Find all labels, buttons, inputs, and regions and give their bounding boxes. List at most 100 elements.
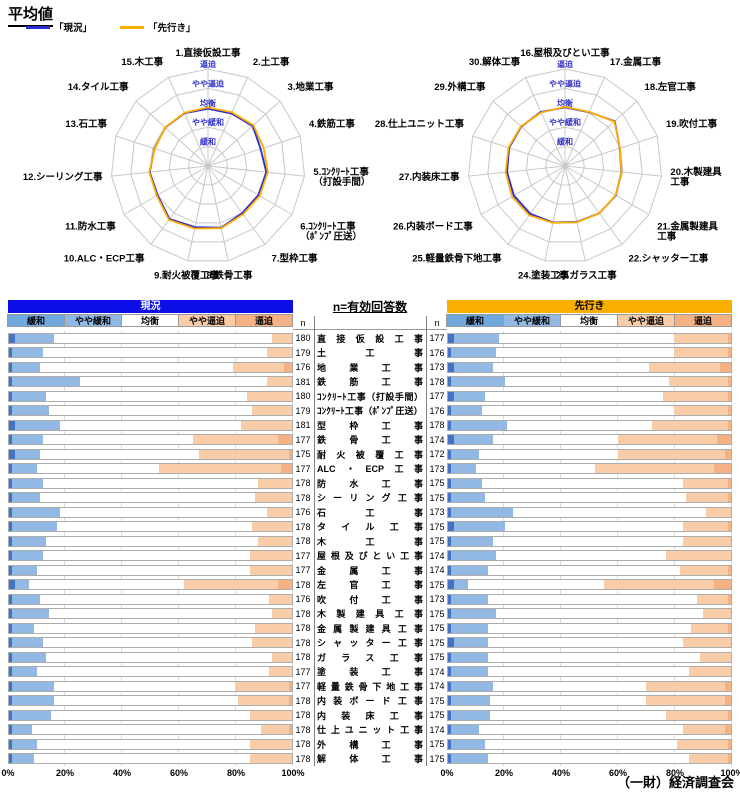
n-value-sakiyuki: 173: [429, 594, 445, 605]
bar-segment-緩和: [9, 522, 12, 532]
radar-category-label: 15.木工事: [121, 56, 163, 68]
bar-segment-緩和: [448, 536, 451, 546]
bar-segment-やや逼迫: [682, 536, 731, 546]
bar-segment-やや緩和: [453, 391, 485, 401]
n-value-sakiyuki: 175: [429, 579, 445, 590]
radar-spoke: [544, 165, 566, 261]
bar-row: [8, 389, 293, 404]
bar-segment-やや緩和: [11, 681, 55, 691]
bar-track: [447, 608, 732, 620]
x-tick: 20%: [55, 768, 75, 778]
bar-track: [447, 637, 732, 649]
radar-spoke: [150, 165, 209, 245]
radar-spoke: [564, 100, 638, 167]
n-value-sakiyuki: 175: [429, 521, 445, 532]
bar-track: [447, 463, 732, 475]
radar-spoke: [168, 77, 209, 167]
bar-segment-均衡: [37, 565, 250, 575]
bar-segment-緩和: [448, 681, 451, 691]
x-tick: 100%: [720, 768, 740, 778]
radar-category-label: 18.左官工事: [645, 81, 697, 93]
bar-segment-緩和: [448, 551, 451, 561]
x-tick: 40%: [112, 768, 132, 778]
x-axis-genkyo: 0% 20% 40% 60% 80% 100%: [1, 768, 304, 780]
bar-segment-やや緩和: [453, 333, 499, 343]
sakiyuki-line-icon: [120, 25, 145, 29]
bar-track: [447, 405, 732, 417]
bar-row: [8, 578, 293, 593]
bar-segment-緩和: [9, 449, 15, 459]
bar-track: [447, 550, 732, 562]
bar-track: [8, 492, 293, 504]
bar-row: [8, 375, 293, 390]
bar-segment-やや逼迫: [249, 710, 292, 720]
legend-cell-hippaku: 逼迫: [674, 314, 732, 327]
bar-track: [447, 738, 732, 750]
bar-segment-やや逼迫: [241, 420, 292, 430]
n-value-genkyo: 178: [295, 478, 311, 489]
radar-spoke: [123, 165, 209, 215]
radar-spoke: [564, 165, 623, 245]
n-value-genkyo: 178: [295, 492, 311, 503]
bar-track: [8, 463, 293, 475]
bar-row: [8, 636, 293, 651]
legend-cell-hippaku: 逼迫: [235, 314, 293, 327]
bar-segment-均衡: [496, 609, 703, 619]
bar-segment-均衡: [484, 391, 664, 401]
trade-name: 型枠工事: [317, 420, 423, 431]
legend-item-sakiyuki: 「先行き」: [120, 20, 196, 34]
bar-segment-やや緩和: [11, 623, 35, 633]
bar-segment-均衡: [476, 464, 596, 474]
bar-segment-均衡: [487, 638, 683, 648]
bar-segment-やや逼迫: [674, 406, 729, 416]
x-tick: 80%: [226, 768, 246, 778]
radar-category-label: 2.土工事: [253, 56, 290, 68]
bar-segment-やや逼迫: [249, 739, 292, 749]
bar-track: [447, 347, 732, 359]
n-value-genkyo: 178: [295, 623, 311, 634]
bar-segment-やや逼迫: [680, 565, 729, 575]
bar-segment-やや緩和: [450, 754, 488, 764]
radar-ring-label: 緩和: [200, 137, 216, 147]
legend-cell-yaya-hippaku: やや逼迫: [617, 314, 675, 327]
n-value-genkyo: 178: [295, 521, 311, 532]
trade-name: 直接仮設工事: [317, 333, 423, 344]
bar-segment-緩和: [448, 493, 451, 503]
radar-category-label: 20.木製建具工事: [670, 166, 722, 188]
n-value-sakiyuki: 174: [429, 565, 445, 576]
radar-category-label: 6.ｺﾝｸﾘｰﾄ工事（ﾎﾟﾝﾌﾟ圧送）: [300, 221, 362, 243]
bar-segment-均衡: [42, 551, 250, 561]
bar-segment-やや緩和: [11, 377, 80, 387]
table-row: 178 仕上ユニット工事 174: [293, 723, 447, 738]
bar-segment-均衡: [45, 536, 259, 546]
bar-segment-やや緩和: [14, 333, 55, 343]
trade-name: 鉄筋工事: [317, 377, 423, 388]
bar-segment-やや逼迫: [252, 522, 292, 532]
bar-segment-やや緩和: [450, 710, 491, 720]
n-value-genkyo: 178: [295, 652, 311, 663]
radar-spoke: [207, 100, 281, 167]
bar-row: [447, 636, 732, 651]
bar-segment-やや逼迫: [688, 754, 729, 764]
trade-name: 内装床工事: [317, 710, 423, 721]
bar-segment-均衡: [37, 739, 250, 749]
radar-ring-label: 均衡: [200, 98, 216, 108]
n-value-sakiyuki: 178: [429, 420, 445, 431]
bar-segment-やや逼迫: [646, 696, 726, 706]
bar-segment-均衡: [42, 348, 267, 358]
bar-segment-やや逼迫: [235, 681, 290, 691]
trade-name: 木工事: [317, 536, 423, 547]
radar-category-label: 10.ALC・ECP工事: [64, 252, 145, 264]
bar-row: [8, 520, 293, 535]
bar-track: [447, 521, 732, 533]
n-value-sakiyuki: 175: [429, 478, 445, 489]
bar-segment-均衡: [57, 522, 253, 532]
radar-spoke: [564, 77, 605, 167]
bar-segment-逼迫: [725, 449, 731, 459]
bar-track: [8, 550, 293, 562]
radar-category-label: 28.仕上ユニット工事: [375, 118, 465, 130]
bar-segment-均衡: [48, 609, 273, 619]
bar-track: [447, 709, 732, 721]
radar-category-label: 14.タイル工事: [68, 81, 129, 93]
